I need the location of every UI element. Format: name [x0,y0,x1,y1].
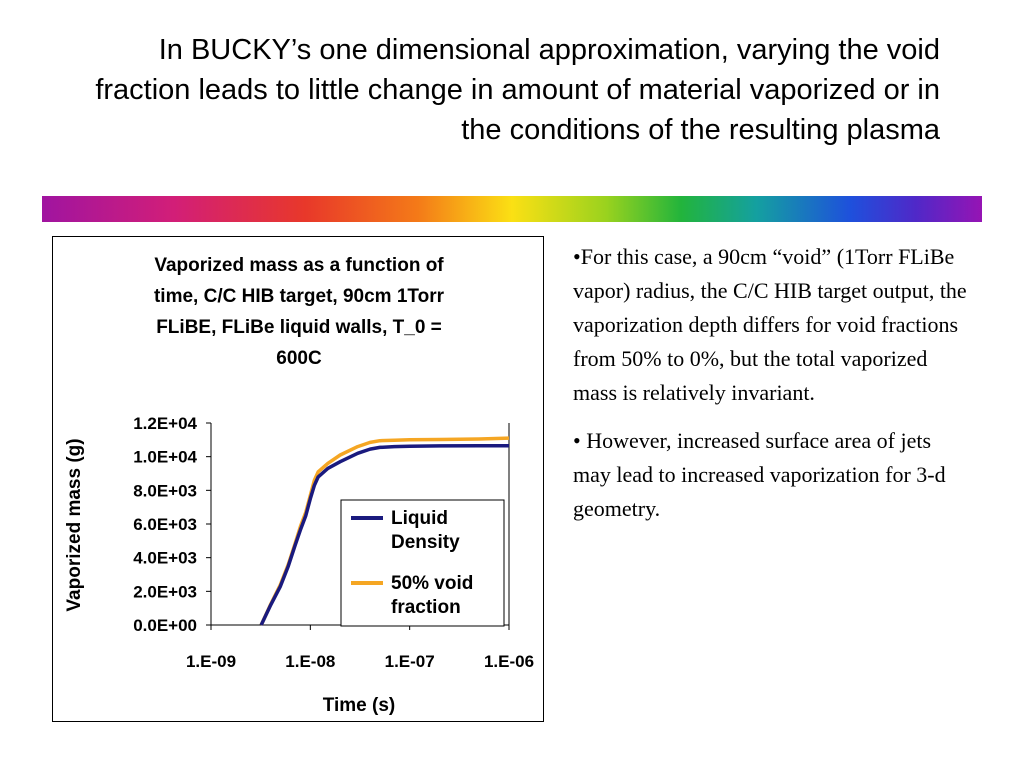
y-axis-label: Vaporized mass (g) [64,438,85,611]
x-tick-label: 1.E-09 [186,652,236,671]
legend-label-line: Liquid [391,508,448,529]
legend-label-line: Density [391,532,460,553]
y-tick-label: 0.0E+00 [133,616,197,635]
y-tick-label: 6.0E+03 [133,515,197,534]
chart-title-line: Vaporized mass as a function of [154,255,444,276]
chart-title: Vaporized mass as a function of time, C/C… [154,255,445,369]
bullet-list: •For this case, a 90cm “void” (1Torr FLi… [573,240,973,540]
chart-title-line: 600C [276,348,322,369]
legend-label-line: fraction [391,597,461,618]
y-tick-label: 8.0E+03 [133,481,197,500]
chart-title-line: FLiBE, FLiBe liquid walls, T_0 = [156,317,442,338]
rainbow-divider [42,196,982,222]
chart-panel: Vaporized mass as a function of time, C/C… [52,236,544,722]
x-tick-label: 1.E-08 [285,652,335,671]
x-tick-label: 1.E-07 [385,652,435,671]
chart-svg: Vaporized mass as a function of time, C/C… [64,255,534,716]
y-tick-label: 4.0E+03 [133,549,197,568]
legend-label: 50% void fraction [391,573,473,618]
y-tick-label: 1.0E+04 [133,448,197,467]
y-tick-label: 1.2E+04 [133,414,197,433]
slide-title: In BUCKY’s one dimensional approximation… [95,34,940,146]
bullet-1: •For this case, a 90cm “void” (1Torr FLi… [573,244,967,405]
y-tick-label: 2.0E+03 [133,582,197,601]
legend-label-line: 50% void [391,573,473,594]
bullet-2: • However, increased surface area of jet… [573,428,946,521]
series-liquid-density-line [259,443,509,626]
legend-label: Liquid Density [391,508,460,553]
x-axis-label: Time (s) [323,695,396,716]
x-tick-label: 1.E-06 [484,652,534,671]
legend-box [340,499,505,627]
chart-title-line: time, C/C HIB target, 90cm 1Torr [154,286,445,307]
